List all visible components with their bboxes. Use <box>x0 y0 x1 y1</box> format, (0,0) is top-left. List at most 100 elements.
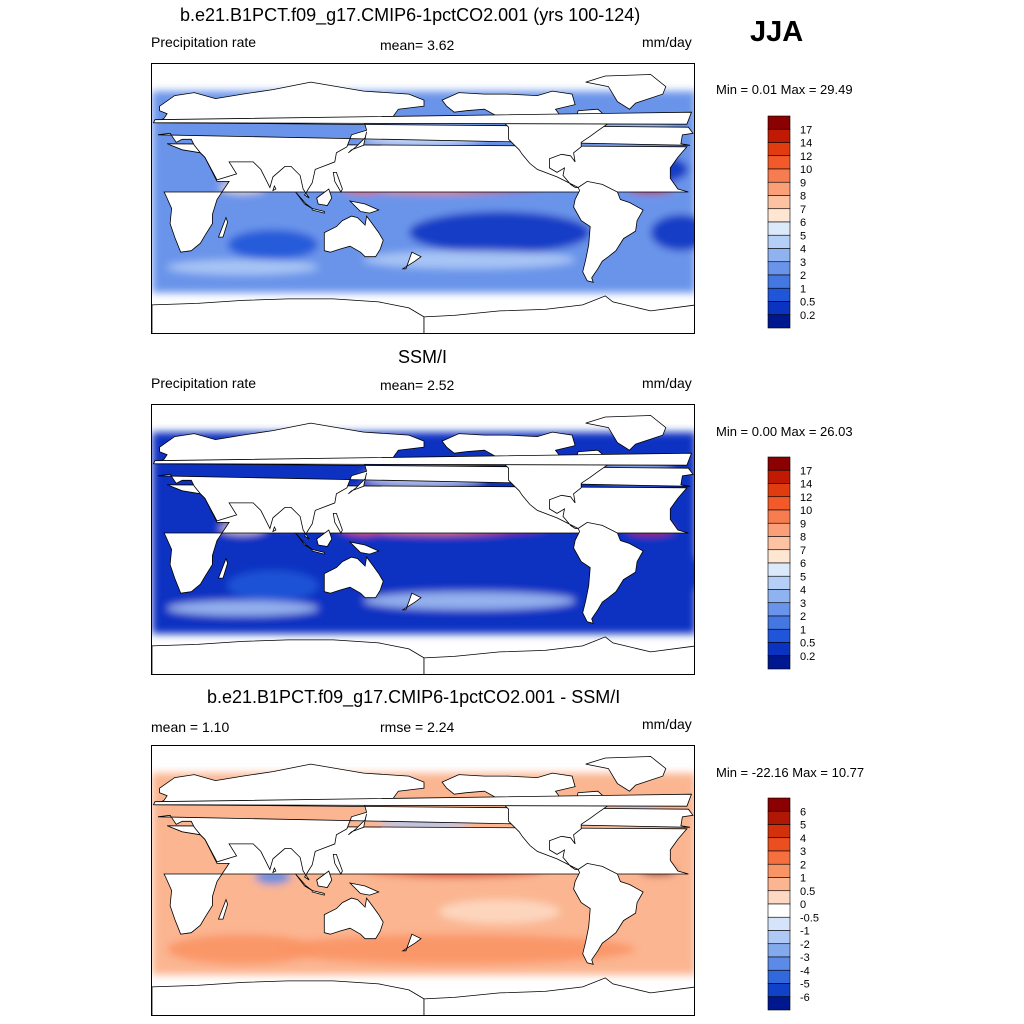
panel-1-map <box>151 63 695 334</box>
island <box>311 889 325 896</box>
dry-zone-south-atlantic <box>650 555 694 592</box>
island <box>348 541 380 555</box>
colorbar-tick-label: -0.5 <box>800 912 819 924</box>
colorbar-swatch <box>767 469 791 484</box>
continent-greenland <box>585 756 667 792</box>
island <box>316 529 333 547</box>
panel-3-rmse-label: rmse = 2.24 <box>380 719 455 735</box>
island <box>348 472 367 495</box>
colorbar-swatch <box>767 549 791 564</box>
dry-zone-south-atlantic <box>650 214 694 251</box>
colorbar-swatch <box>767 155 791 170</box>
colorbar-swatch <box>767 536 791 551</box>
continent-southAmerica <box>573 521 644 624</box>
colorbar-swatch <box>767 301 791 316</box>
island <box>316 188 333 206</box>
continent-southAmerica <box>573 862 644 965</box>
panel-1-mean-label: mean= 3.62 <box>380 37 455 53</box>
colorbar-tick-label: 3 <box>800 846 806 858</box>
colorbar-swatch <box>767 195 791 210</box>
colorbar-swatch <box>767 142 791 157</box>
colorbar-tick-label: 14 <box>800 138 812 150</box>
dry-zone-indian <box>227 229 319 260</box>
coastlines <box>152 415 694 674</box>
colorbar-swatch <box>767 943 791 958</box>
colorbar-swatch <box>767 983 791 998</box>
colorbar-swatch <box>767 168 791 183</box>
season-label: JJA <box>750 16 804 48</box>
colorbar-tick-label: 3 <box>800 257 806 269</box>
colorbar-tick-label: -1 <box>800 926 810 938</box>
coastlines <box>152 756 694 1015</box>
colorbar-swatch <box>767 877 791 892</box>
colorbar-swatch <box>767 916 791 931</box>
colorbar-swatch <box>767 128 791 143</box>
colorbar-swatch <box>767 655 791 670</box>
island <box>152 111 693 125</box>
island <box>401 251 422 270</box>
colorbar-tick-label: 12 <box>800 151 812 163</box>
island <box>401 933 422 952</box>
continent-antarctica <box>152 298 425 333</box>
island <box>311 548 325 555</box>
colorbar-swatch <box>767 483 791 498</box>
colorbar-swatch <box>767 208 791 223</box>
colorbar-swatch <box>767 589 791 604</box>
colorbar-tick-label: 1 <box>800 873 806 885</box>
colorbar-swatch <box>767 602 791 617</box>
colorbar-tick-label: 12 <box>800 492 812 504</box>
island <box>272 866 277 874</box>
continent-eurasia <box>155 422 694 540</box>
diff-south-pacific-neutral <box>439 899 560 924</box>
colorbar-swatch <box>767 837 791 852</box>
continent-antarctica2 <box>423 977 694 1015</box>
colorbar-swatch <box>767 181 791 196</box>
island <box>217 216 229 238</box>
colorbar-tick-label: 8 <box>800 191 806 203</box>
storm-track-south-pacific <box>363 591 576 610</box>
colorbar-tick-label: 1 <box>800 283 806 295</box>
colorbar-tick-label: 17 <box>800 465 812 477</box>
panel-1-title: b.e21.B1PCT.f09_g17.CMIP6-1pctCO2.001 (y… <box>180 5 641 25</box>
island <box>152 452 693 466</box>
panel-1-units-label: mm/day <box>642 34 692 50</box>
colorbar-tick-label: -3 <box>800 952 810 964</box>
colorbar-swatch <box>767 969 791 984</box>
panel-2-minmax: Min = 0.00 Max = 26.03 <box>716 424 853 439</box>
continent-eurasia <box>155 81 694 199</box>
continent-eurasia <box>155 763 694 881</box>
island <box>311 207 325 214</box>
colorbar-swatch <box>767 274 791 289</box>
colorbar-swatch <box>767 456 791 471</box>
colorbar-tick-label: 0.5 <box>800 297 815 309</box>
colorbar-swatch <box>767 509 791 524</box>
colorbar-swatch <box>767 863 791 878</box>
colorbar-tick-label: 4 <box>800 833 806 845</box>
colorbar-swatch <box>767 522 791 537</box>
diff-south-indian <box>167 934 319 965</box>
storm-track-south-pacific <box>363 250 576 269</box>
panel-2-variable-label: Precipitation rate <box>151 375 257 391</box>
panel-3-title: b.e21.B1PCT.f09_g17.CMIP6-1pctCO2.001 - … <box>207 687 621 707</box>
colorbar-tick-label: -6 <box>800 992 810 1004</box>
colorbar-tick-label: 0.2 <box>800 651 815 663</box>
colorbar-tick-label: 10 <box>800 164 812 176</box>
colorbar-swatch <box>767 956 791 971</box>
panel-2-units-label: mm/day <box>642 375 692 391</box>
island <box>272 184 277 192</box>
colorbar-tick-label: 4 <box>800 585 806 597</box>
colorbar-swatch <box>767 562 791 577</box>
panel-2-map <box>151 404 695 675</box>
continent-greenland <box>585 415 667 451</box>
island <box>272 525 277 533</box>
island <box>348 813 367 836</box>
panel-3-map <box>151 745 695 1016</box>
colorbar-swatch <box>767 248 791 263</box>
island <box>348 200 380 214</box>
island <box>332 854 343 875</box>
colorbar-swatch <box>767 115 791 130</box>
colorbar-swatch <box>767 615 791 630</box>
colorbar-tick-label: 2 <box>800 611 806 623</box>
colorbar-tick-label: 6 <box>800 217 806 229</box>
continent-antarctica <box>152 639 425 674</box>
